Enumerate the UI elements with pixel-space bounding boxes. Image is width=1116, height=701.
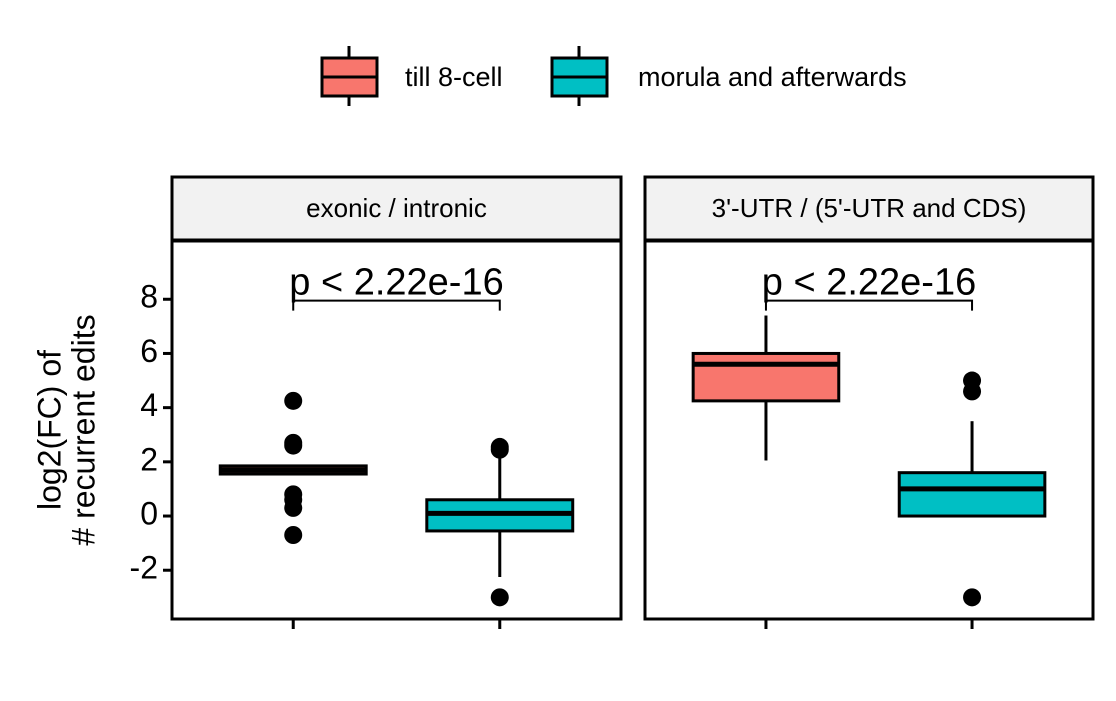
- box: [897, 471, 1047, 518]
- p-value: p < 2.22e-16: [762, 262, 976, 304]
- outlier: [963, 382, 982, 401]
- outlier: [284, 498, 303, 517]
- y-axis-title: # recurrent edits: [65, 314, 101, 545]
- panel: [170, 239, 623, 621]
- legend-label: morula and afterwards: [638, 62, 907, 92]
- y-axis-title: log2(FC) of: [31, 350, 67, 510]
- outlier: [490, 588, 509, 607]
- significance-bracket: [764, 299, 974, 311]
- legend-label: till 8-cell: [405, 62, 503, 92]
- outlier: [284, 391, 303, 410]
- panel: [643, 239, 1095, 621]
- strip: [643, 175, 1095, 242]
- y-tick-label: 0: [140, 495, 158, 531]
- strip-title: exonic / intronic: [306, 193, 487, 223]
- outlier: [490, 440, 509, 459]
- strip-title: 3'-UTR / (5'-UTR and CDS): [712, 193, 1027, 223]
- y-tick-label: 2: [140, 441, 158, 477]
- outlier: [963, 588, 982, 607]
- box: [691, 351, 841, 403]
- significance-bracket: [292, 299, 501, 311]
- y-tick-label: 4: [140, 387, 158, 423]
- y-tick-label: 8: [140, 279, 158, 315]
- strip: [170, 175, 623, 242]
- outlier: [284, 436, 303, 455]
- y-tick-label: -2: [130, 550, 158, 586]
- legend: till 8-cell morula and afterwards: [320, 46, 907, 106]
- outlier: [284, 526, 303, 544]
- y-tick-label: 6: [140, 333, 158, 369]
- p-value: p < 2.22e-16: [289, 262, 503, 304]
